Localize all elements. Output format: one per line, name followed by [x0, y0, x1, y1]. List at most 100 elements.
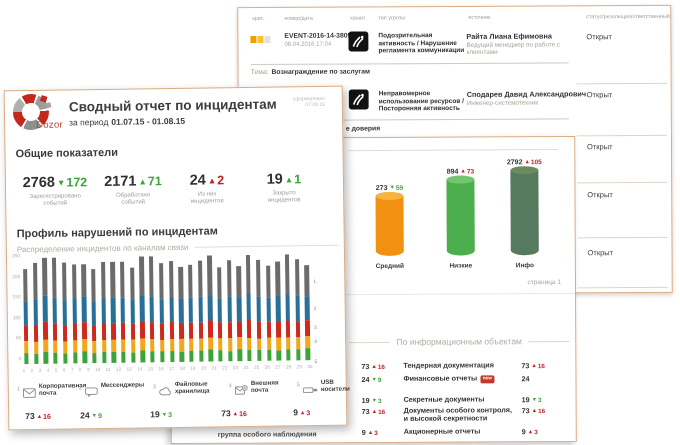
- stacked-bar: [110, 262, 117, 363]
- stacked-bar-chart: [23, 253, 311, 365]
- stacked-bar: [81, 264, 87, 364]
- cylinder-label: Средний: [375, 262, 405, 270]
- mail-icon: [22, 385, 36, 403]
- special-watch-group-fragment: группа особого наблюдения: [217, 431, 317, 439]
- stacked-bar: [255, 260, 262, 361]
- stacked-bar: [139, 256, 146, 363]
- x-tick-label: 27: [275, 364, 281, 370]
- event-date: 08.04.2016 17:04: [284, 41, 332, 48]
- event-number: EVENT-2016-14-3809: [284, 32, 352, 40]
- x-tick-label: 29: [296, 364, 302, 370]
- x-tick-label: 18: [179, 365, 185, 371]
- summary-metric: 2768 ▼172 Зарегистрировано событий: [22, 174, 88, 207]
- cloud-icon: [159, 383, 172, 401]
- section-divider: [348, 149, 559, 152]
- cylinder-label: Низкие: [449, 262, 473, 270]
- info-object-left-value: 9 ▲3: [361, 428, 378, 438]
- column-header-status: статус/резолюция/ответственный: [586, 13, 670, 21]
- x-tick-label: 22: [222, 365, 228, 371]
- info-object-label: Тендерная документация: [403, 360, 494, 370]
- threat-type: Неправомерное использование ресурсов / П…: [378, 90, 464, 113]
- channel-value: 9 ▲3: [293, 407, 311, 418]
- x-tick-label: 11: [105, 366, 111, 372]
- info-object-label: Документы особого контроля, и высокой се…: [403, 405, 512, 423]
- y-tick-label: 250: [11, 254, 21, 260]
- status-divider: [577, 236, 668, 239]
- channel-value: 19 ▼3: [150, 409, 173, 420]
- column-header-threat-type: тип угрозы: [378, 15, 406, 22]
- delta-arrow-icon: ▲: [524, 159, 530, 166]
- x-tick-label: 12: [115, 366, 122, 372]
- cylinder-label: Инфо: [515, 262, 534, 270]
- stacked-bar: [32, 263, 39, 364]
- stacked-bar: [178, 267, 184, 362]
- status-label: Открыт: [586, 142, 613, 152]
- usb-icon: [302, 381, 318, 399]
- x-tick-label: 10: [95, 367, 101, 373]
- series-index-labels: 1 2 3 4 5: [313, 253, 325, 366]
- column-header-channel: канал: [350, 15, 365, 22]
- x-tick-label: 9: [87, 367, 90, 373]
- stacked-bar: [217, 266, 223, 362]
- y-tick-label: 200: [12, 274, 21, 280]
- x-tick-label: 24: [243, 364, 249, 371]
- x-tick-label: 7: [70, 367, 74, 373]
- x-tick-label: 23: [232, 365, 239, 371]
- summary-metric: 24 ▲2 Из них инцидентов: [189, 172, 225, 205]
- info-object-left-value: 24 ▼9: [361, 375, 382, 385]
- x-tick-label: 4: [46, 367, 50, 373]
- channel-icon: [348, 31, 369, 52]
- stacked-bar: [284, 254, 291, 361]
- summary-metric: 19 ▲1 Закрыто инцидентов: [266, 171, 302, 204]
- stacked-bar: [207, 255, 214, 362]
- page-number: страница 1: [527, 279, 561, 287]
- channel-value: 73 ▲16: [221, 408, 247, 419]
- cylinder-bar: [375, 195, 404, 256]
- threat-type: Подозрительная активность / Нарушение ре…: [378, 32, 465, 55]
- status-label: Открыт: [586, 32, 612, 42]
- stacked-bar: [265, 266, 272, 361]
- stacked-bar: [294, 259, 301, 361]
- y-tick-label: 50: [15, 336, 22, 342]
- summary-heading: Общие показатели: [15, 146, 118, 161]
- y-axis: 250 200 150 100 50 0: [7, 254, 22, 362]
- dozor-logo: Dozor: [12, 93, 72, 136]
- severity-indicator: [250, 35, 271, 44]
- x-tick-label: 17: [169, 366, 175, 372]
- info-object-label: Акционерные отчеты: [403, 426, 481, 436]
- info-object-left-value: 73 ▲16: [361, 362, 385, 372]
- delta-arrow-icon: ▲: [460, 168, 466, 175]
- channel-value: 24 ▼9: [80, 410, 103, 421]
- stacked-bar: [52, 257, 58, 364]
- x-tick-label: 25: [254, 364, 260, 370]
- x-tick-label: 6: [62, 367, 66, 373]
- theme-fragment: е доверия: [345, 125, 381, 133]
- stacked-bar: [42, 257, 49, 364]
- report-period: за период 01.07.15 - 01.08.15: [69, 115, 186, 128]
- status-label: Открыт: [586, 90, 613, 100]
- series-index-label: 1: [313, 279, 317, 286]
- stacked-bar: [275, 261, 282, 361]
- x-tick-label: 2: [30, 367, 34, 374]
- generated-note: сформирован 07.08.15: [292, 95, 325, 109]
- page-title: Сводный отчет по инцидентам: [68, 96, 277, 115]
- info-object-right-value: 73 ▲16: [521, 361, 545, 371]
- x-tick-label: 8: [78, 367, 82, 373]
- source-role: Инженер-системотехник: [466, 99, 538, 107]
- x-tick-label: 28: [285, 364, 292, 370]
- profile-heading: Профиль нарушений по инцидентам: [16, 225, 218, 241]
- series-index-label: 5: [314, 359, 318, 366]
- row-divider: [338, 118, 569, 121]
- column-header-source: источник: [468, 14, 491, 21]
- series-index-label: 3: [313, 325, 317, 332]
- row-divider: [250, 62, 569, 66]
- cylinder-group-low: 894 ▲73 Низкие: [432, 168, 489, 270]
- info-object-right-value: 9 ▲3: [521, 427, 538, 437]
- new-badge: new: [480, 374, 495, 384]
- status-divider: [576, 134, 667, 137]
- x-tick-label: 13: [126, 366, 132, 372]
- x-tick-label: 26: [264, 364, 270, 370]
- stacked-bar: [120, 262, 126, 363]
- x-tick-label: 1: [22, 368, 26, 374]
- stacked-bar: [91, 268, 97, 364]
